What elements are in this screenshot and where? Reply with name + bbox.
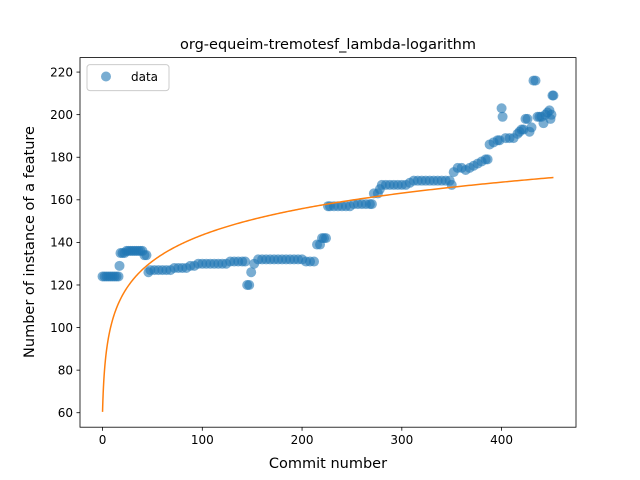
x-tick-label: 300 [390, 433, 413, 447]
y-tick-label: 220 [50, 65, 73, 79]
data-point [141, 250, 152, 261]
data-point [482, 154, 493, 165]
x-axis-ticks: 0 100 200 300 400 [99, 427, 513, 447]
x-tick-label: 400 [490, 433, 513, 447]
data-point [246, 267, 257, 278]
x-tick-label: 200 [291, 433, 314, 447]
data-point [526, 122, 537, 133]
data-point [497, 111, 508, 122]
data-point [244, 279, 255, 290]
data-point [446, 179, 457, 190]
data-point [546, 109, 557, 120]
y-axis-label: Number of instance of a feature [22, 126, 38, 358]
data-point [548, 90, 559, 101]
x-tick-label: 0 [99, 433, 107, 447]
data-point [496, 103, 507, 114]
data-point [522, 113, 533, 124]
y-tick-label: 200 [50, 108, 73, 122]
y-tick-label: 100 [50, 321, 73, 335]
y-axis-ticks: 60 80 100 120 140 160 180 200 220 [50, 65, 80, 420]
y-tick-label: 120 [50, 278, 73, 292]
chart-title: org-equeim-tremotesf_lambda-logarithm [180, 37, 476, 53]
y-tick-label: 180 [50, 151, 73, 165]
scatter-series-data [97, 75, 559, 290]
legend: data [86, 64, 170, 92]
data-point [240, 256, 251, 267]
x-axis-label: Commit number [269, 456, 387, 472]
y-tick-label: 160 [50, 193, 73, 207]
legend-label-data: data [131, 70, 158, 84]
data-point [530, 75, 541, 86]
legend-marker-data [101, 71, 111, 82]
data-point [366, 199, 377, 210]
fit-curve [101, 176, 554, 412]
data-point [114, 260, 125, 271]
data-point [113, 271, 124, 282]
y-tick-label: 140 [50, 236, 73, 250]
data-point [309, 256, 320, 267]
legend-box [86, 64, 170, 92]
y-tick-label: 80 [58, 363, 73, 377]
y-tick-label: 60 [58, 406, 73, 420]
x-tick-label: 100 [191, 433, 214, 447]
data-point [321, 233, 331, 244]
